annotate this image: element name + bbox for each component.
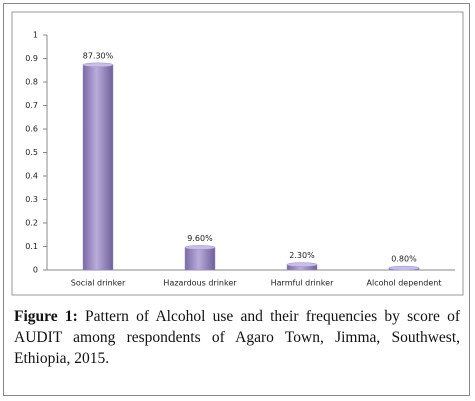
chart: 0 0.1 0.2 0.3 0.4 0.5 0.6 0.7 0.8 0.9 1 Social drin… bbox=[11, 11, 464, 296]
y-tick-label: 0.8 bbox=[25, 78, 38, 87]
value-label: 9.60% bbox=[187, 234, 213, 243]
x-tick-label: Alcohol dependent bbox=[367, 279, 442, 288]
value-label: 87.30% bbox=[83, 51, 114, 60]
y-tick-label: 0 bbox=[33, 266, 38, 275]
x-tick-label: Hazardous drinker bbox=[163, 279, 237, 288]
caption-label: Figure 1: bbox=[14, 308, 78, 325]
y-tick-label: 0.5 bbox=[25, 148, 38, 157]
value-label: 0.80% bbox=[391, 255, 417, 264]
caption-text: Pattern of Alcohol use and their frequen… bbox=[14, 308, 460, 367]
y-tick-label: 0.2 bbox=[25, 219, 38, 228]
chart-border bbox=[11, 11, 464, 296]
bar-top bbox=[82, 62, 114, 68]
y-tick-label: 1 bbox=[33, 31, 38, 40]
bar bbox=[82, 64, 114, 271]
bar-top bbox=[388, 265, 420, 271]
x-tick-label: Social drinker bbox=[71, 279, 126, 288]
figure-frame bbox=[3, 3, 470, 396]
caption: Figure 1: Pattern of Alcohol use and the… bbox=[14, 306, 460, 369]
y-tick-label: 0.4 bbox=[25, 172, 38, 181]
y-tick-label: 0.3 bbox=[25, 195, 38, 204]
value-label: 2.30% bbox=[289, 251, 315, 260]
x-tick-label: Harmful drinker bbox=[271, 279, 334, 288]
y-tick-label: 0.7 bbox=[25, 101, 38, 110]
bar bbox=[184, 247, 216, 271]
y-tick-label: 0.9 bbox=[25, 54, 38, 63]
bar-top bbox=[184, 245, 216, 250]
y-tick-label: 0.6 bbox=[25, 125, 38, 134]
bar-top bbox=[286, 262, 318, 267]
y-tick-label: 0.1 bbox=[25, 242, 38, 251]
